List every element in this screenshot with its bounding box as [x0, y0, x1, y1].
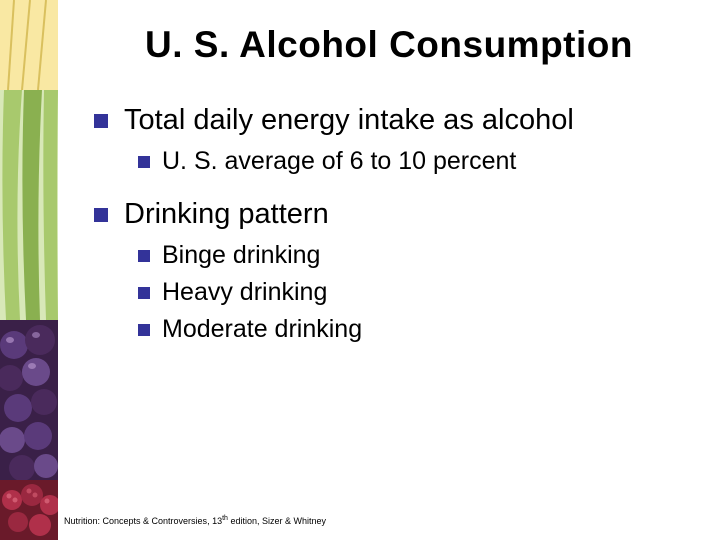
bullet-l2: Binge drinking: [138, 241, 690, 270]
square-bullet-icon: [138, 156, 150, 168]
footer-book: Nutrition: Concepts & Controversies: [64, 516, 207, 526]
footer-authors: Sizer & Whitney: [262, 516, 326, 526]
footer-edition-num: 13: [212, 516, 222, 526]
bullet-l2: U. S. average of 6 to 10 percent: [138, 147, 690, 176]
square-bullet-icon: [138, 287, 150, 299]
bullet-text: Total daily energy intake as alcohol: [124, 104, 574, 137]
footer-citation: Nutrition: Concepts & Controversies, 13t…: [64, 515, 326, 526]
bullet-text: Moderate drinking: [162, 315, 362, 344]
footer-edition-suffix: th: [222, 515, 228, 522]
bullet-l2: Heavy drinking: [138, 278, 690, 307]
square-bullet-icon: [94, 114, 108, 128]
bullet-text: Binge drinking: [162, 241, 320, 270]
slide-title: U. S. Alcohol Consumption: [88, 24, 690, 66]
square-bullet-icon: [138, 250, 150, 262]
square-bullet-icon: [138, 324, 150, 336]
bullet-text: Drinking pattern: [124, 198, 329, 231]
bullet-l1: Drinking pattern: [94, 198, 690, 231]
footer-edition-word: edition: [230, 516, 257, 526]
bullet-text: Heavy drinking: [162, 278, 327, 307]
bullet-l2: Moderate drinking: [138, 315, 690, 344]
sidebar-decorative-image: [0, 0, 58, 540]
bullet-text: U. S. average of 6 to 10 percent: [162, 147, 516, 176]
slide-content: U. S. Alcohol Consumption Total daily en…: [58, 0, 720, 540]
square-bullet-icon: [94, 208, 108, 222]
bullet-l1: Total daily energy intake as alcohol: [94, 104, 690, 137]
